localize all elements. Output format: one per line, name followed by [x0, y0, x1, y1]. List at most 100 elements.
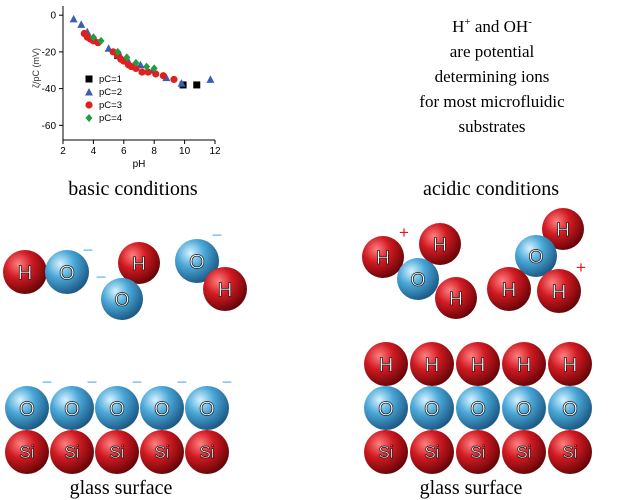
atom-symbol: H: [376, 248, 390, 269]
atom-sphere: [5, 430, 49, 474]
legend-label: pC=2: [99, 87, 122, 98]
oxygen-atom: O: [140, 386, 184, 430]
atom-symbol: O: [410, 270, 425, 291]
oxygen-atom: O: [175, 239, 219, 283]
atom-symbol: O: [378, 398, 394, 420]
atom-sphere: [5, 386, 49, 430]
oxygen-atom: O: [364, 386, 408, 430]
negative-charge: −: [212, 225, 223, 245]
atom-sphere: [95, 430, 139, 474]
atom-symbol: O: [470, 398, 486, 420]
atom-sphere: [140, 430, 184, 474]
atom-symbol: O: [109, 398, 125, 420]
note-h: H: [452, 17, 464, 36]
atom-sphere: [3, 250, 47, 294]
atom-sphere: [410, 342, 454, 386]
silicon-atom: Si: [95, 430, 139, 474]
hydrogen-atom: H: [419, 223, 461, 265]
hydrogen-atom: H: [118, 242, 160, 284]
atom-symbol: O: [19, 398, 35, 420]
atom-sphere: [203, 267, 247, 311]
atom-sphere: [456, 342, 500, 386]
atom-sphere: [456, 386, 500, 430]
atom-sphere: [435, 277, 477, 319]
chart-point: [177, 79, 186, 87]
oxygen-atom: O: [101, 278, 143, 320]
atom-symbol: H: [218, 279, 233, 301]
atom-sphere: [542, 208, 584, 250]
legend-marker: [85, 75, 93, 83]
caption-glass-surface-left: glass surface: [70, 477, 173, 499]
chart-point: [89, 33, 97, 42]
atom-symbol: H: [517, 354, 532, 376]
hydrogen-atom: H: [3, 250, 47, 294]
chart-plot-area: 2 4 6 8 10 12 0 -20 -40 -60: [42, 6, 221, 157]
silicon-atom: Si: [548, 430, 592, 474]
atom-symbol: H: [556, 220, 570, 241]
oxygen-atom: O: [5, 386, 49, 430]
atom-symbol: H: [132, 254, 146, 275]
negative-charge: −: [177, 372, 188, 392]
hydrogen-atom: H: [537, 269, 581, 313]
atom-symbol: H: [18, 262, 33, 284]
atom-sphere: [410, 386, 454, 430]
chart-point: [138, 68, 146, 76]
atom-sphere: [502, 430, 546, 474]
atom-sphere: [410, 430, 454, 474]
chart-x-tick-label: 10: [179, 146, 191, 157]
oxygen-atom: O: [502, 386, 546, 430]
chart-point: [159, 72, 167, 80]
chart-point: [132, 58, 140, 67]
atom-sphere: [537, 269, 581, 313]
hydrogen-atom: H: [364, 342, 408, 386]
hydrogen-atom: H: [502, 342, 546, 386]
chart-point: [206, 75, 215, 83]
atom-symbol: Si: [19, 442, 34, 462]
note-line-5: substrates: [458, 117, 525, 136]
atom-sphere: [362, 236, 404, 278]
silicon-atom: Si: [456, 430, 500, 474]
caption-glass-surface-right: glass surface: [420, 477, 523, 499]
chart-x-tick-label: 8: [151, 146, 157, 157]
chart-point: [193, 81, 201, 89]
atom-symbol: O: [528, 247, 543, 268]
zeta-potential-chart: 2 4 6 8 10 12 0 -20 -40 -60 pC=1 pC=2 pC=3 pC=4 pH ζ…: [31, 6, 221, 170]
chart-point: [123, 53, 131, 62]
oxygen-atom: O: [185, 386, 229, 430]
atom-sphere: [456, 430, 500, 474]
legend-label: pC=3: [99, 100, 122, 111]
atom-sphere: [397, 258, 439, 300]
oxygen-atom: O: [50, 386, 94, 430]
note-line-4: for most microfluidic: [419, 92, 565, 111]
atom-sphere: [50, 386, 94, 430]
atom-sphere: [548, 430, 592, 474]
atom-symbol: H: [502, 279, 517, 301]
chart-x-tick-label: 2: [60, 146, 66, 157]
atom-symbol: Si: [562, 442, 577, 462]
silicon-atom: Si: [5, 430, 49, 474]
oxygen-atom: O: [456, 386, 500, 430]
atom-symbol: Si: [64, 442, 79, 462]
oxygen-atom: O: [410, 386, 454, 430]
atom-sphere: [101, 278, 143, 320]
negative-charge: −: [96, 267, 107, 287]
atom-symbol: Si: [470, 442, 485, 462]
silicon-atom: Si: [140, 430, 184, 474]
hydrogen-atom: H: [362, 236, 404, 278]
atom-symbol: Si: [516, 442, 531, 462]
chart-y-tick-label: 0: [50, 11, 56, 22]
caption-acidic-conditions: acidic conditions: [423, 178, 559, 200]
oxygen-atom: O: [397, 258, 439, 300]
chart-point: [144, 68, 152, 76]
atom-sphere: [45, 250, 89, 294]
negative-charge: −: [87, 372, 98, 392]
note-and-oh: and OH: [471, 17, 529, 36]
chart-point: [97, 36, 105, 45]
silicon-atom: Si: [185, 430, 229, 474]
atom-symbol: Si: [378, 442, 393, 462]
chart-point: [170, 75, 178, 84]
caption-basic-conditions: basic conditions: [68, 178, 198, 200]
silicon-atom: Si: [364, 430, 408, 474]
potential-ions-note: H+ and OH- are potential determining ion…: [419, 16, 565, 136]
atom-sphere: [95, 386, 139, 430]
